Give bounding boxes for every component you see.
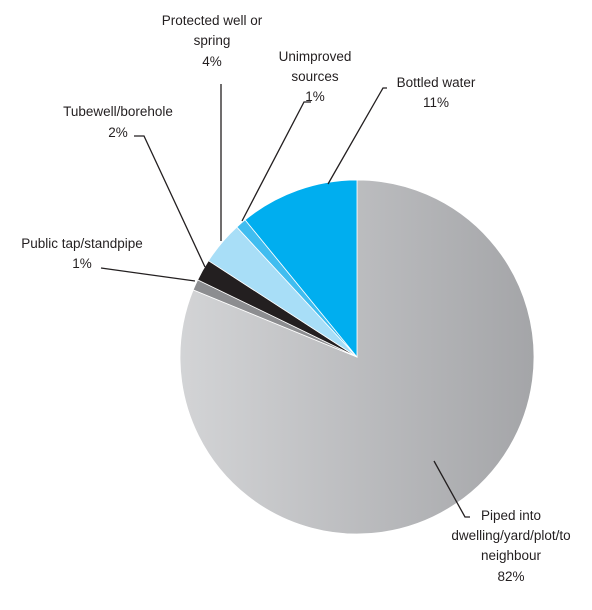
label-tubewell-pct: 2% <box>108 125 128 140</box>
label-unimproved-line2: sources <box>291 69 339 84</box>
label-piped: Piped into dwelling/yard/plot/to neighbo… <box>451 508 570 584</box>
pie-slices <box>179 179 535 535</box>
label-protected-well-line1: Protected well or <box>162 13 263 28</box>
label-protected-well: Protected well or spring 4% <box>162 13 263 69</box>
label-piped-line2: dwelling/yard/plot/to <box>451 528 570 543</box>
label-protected-well-pct: 4% <box>202 54 222 69</box>
tubewell-leader-line <box>134 135 206 268</box>
public-tap-leader-line <box>100 267 196 282</box>
label-bottled-water: Bottled water 11% <box>397 75 476 110</box>
label-piped-line3: neighbour <box>481 548 542 563</box>
label-public-tap-pct: 1% <box>72 256 92 271</box>
label-piped-line1: Piped into <box>481 508 541 523</box>
piped-leader-line <box>433 460 470 518</box>
label-bottled-water-pct: 11% <box>423 95 449 110</box>
label-piped-pct: 82% <box>497 569 524 584</box>
unimproved-leader-line <box>241 101 311 222</box>
label-tubewell: Tubewell/borehole 2% <box>63 104 173 140</box>
label-bottled-water-line1: Bottled water <box>397 75 476 90</box>
slice-bottled-water <box>244 179 358 359</box>
bottled-water-leader-line <box>327 87 387 185</box>
label-unimproved-line1: Unimproved <box>279 49 352 64</box>
label-unimproved-pct: 1% <box>305 89 325 104</box>
slice-piped <box>179 179 535 535</box>
label-public-tap: Public tap/standpipe 1% <box>21 236 143 271</box>
label-tubewell-line1: Tubewell/borehole <box>63 104 173 119</box>
label-public-tap-line1: Public tap/standpipe <box>21 236 143 251</box>
label-unimproved: Unimproved sources 1% <box>279 49 352 104</box>
label-protected-well-line2: spring <box>194 33 231 48</box>
